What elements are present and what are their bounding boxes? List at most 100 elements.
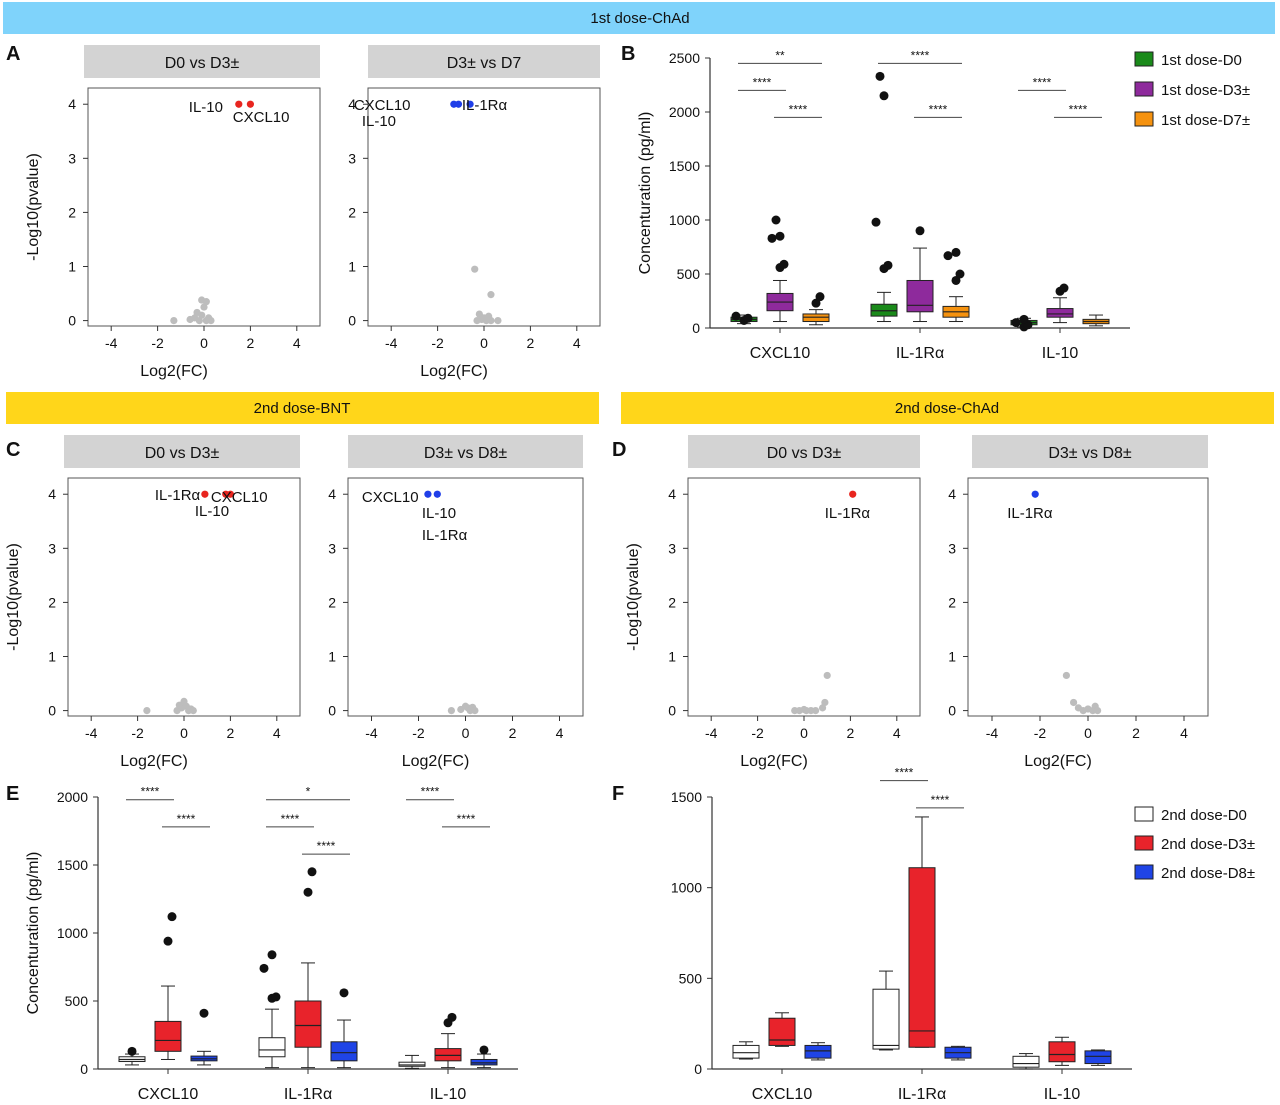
volcano-point-ns bbox=[494, 316, 502, 325]
x-tick-label-c-1: 2 bbox=[509, 725, 517, 741]
box-outlier bbox=[743, 313, 753, 323]
significance-label: **** bbox=[753, 75, 772, 89]
y-tick-label-d-1: 4 bbox=[948, 486, 956, 502]
x-tick-label-a-1: 0 bbox=[480, 335, 488, 351]
box-outlier bbox=[479, 1045, 489, 1055]
plot-frame-a-1 bbox=[367, 87, 601, 327]
facet-strip-label-d-1: D3± vs D8± bbox=[1048, 445, 1132, 462]
box-outlier bbox=[259, 963, 269, 973]
gene-label: IL-1Rα bbox=[422, 527, 468, 544]
y-tick-label-a-0: 3 bbox=[68, 150, 76, 166]
box-outlier bbox=[767, 233, 777, 243]
box-outlier bbox=[1011, 318, 1021, 328]
facet-strip-label-c-1: D3± vs D8± bbox=[424, 445, 508, 462]
box-f bbox=[1084, 1050, 1112, 1065]
box-e bbox=[294, 1000, 322, 1048]
x-axis-label-c-1: Log2(FC) bbox=[402, 753, 470, 770]
box-outlier bbox=[879, 91, 889, 101]
x-tick-label-d-0: -4 bbox=[705, 725, 718, 741]
box-outlier bbox=[307, 867, 317, 877]
box-outlier bbox=[163, 936, 173, 946]
legend-label-b: 1st dose-D7± bbox=[1161, 112, 1250, 129]
panel-letter-a: A bbox=[6, 43, 20, 65]
legend-label-f: 2nd dose-D3± bbox=[1161, 836, 1255, 853]
box-f bbox=[804, 1044, 832, 1059]
panel-letter-c: C bbox=[6, 439, 20, 461]
y-tick-label-a-1: 3 bbox=[348, 150, 356, 166]
gene-label: IL-1Rα bbox=[825, 505, 871, 522]
category-label-f: IL-1Rα bbox=[898, 1086, 946, 1103]
category-label-b: IL-10 bbox=[1042, 345, 1079, 362]
x-tick-label-c-0: 0 bbox=[180, 725, 188, 741]
box-outlier bbox=[1059, 283, 1069, 293]
y-tick-label-d-0: 0 bbox=[668, 703, 676, 719]
volcano-point-ns bbox=[189, 706, 197, 715]
y-tick-label-b: 0 bbox=[692, 320, 700, 336]
y-tick-label-b: 2500 bbox=[669, 50, 700, 66]
gene-label: IL-1Rα bbox=[462, 97, 508, 114]
box-e bbox=[330, 1041, 358, 1062]
volcano-point-ns bbox=[143, 706, 151, 715]
panel-letter-f: F bbox=[612, 783, 624, 805]
category-label-f: IL-10 bbox=[1044, 1086, 1081, 1103]
x-tick-label-a-0: 0 bbox=[200, 335, 208, 351]
significance-label: **** bbox=[789, 102, 808, 116]
volcano-point-ns bbox=[1070, 698, 1078, 707]
x-tick-label-d-0: 4 bbox=[893, 725, 901, 741]
facet-strip-a-0 bbox=[84, 45, 320, 78]
box-e bbox=[154, 1020, 182, 1052]
box-outlier bbox=[731, 311, 741, 321]
volcano-point-ns bbox=[818, 704, 827, 712]
category-label-e: IL-10 bbox=[430, 1086, 467, 1103]
significance-label: **** bbox=[931, 793, 950, 807]
x-axis-label-d-0: Log2(FC) bbox=[740, 753, 808, 770]
volcano-point-significant bbox=[235, 100, 243, 108]
volcano-point-significant bbox=[433, 490, 441, 498]
x-tick-label-c-1: 4 bbox=[556, 725, 564, 741]
significance-label: **** bbox=[895, 766, 914, 780]
y-tick-label-d-1: 1 bbox=[948, 649, 956, 665]
box-b bbox=[1046, 308, 1074, 318]
significance-label: **** bbox=[177, 812, 196, 826]
box-outlier bbox=[127, 1046, 137, 1056]
x-tick-label-c-1: 0 bbox=[462, 725, 470, 741]
significance-label: * bbox=[306, 785, 311, 799]
panel-letter-e: E bbox=[6, 783, 19, 805]
box-outlier bbox=[339, 988, 349, 998]
volcano-point-significant bbox=[466, 100, 474, 108]
y-tick-label-b: 1000 bbox=[669, 212, 700, 228]
x-axis-label-c-0: Log2(FC) bbox=[120, 753, 188, 770]
plot-frame-d-0 bbox=[687, 477, 921, 717]
volcano-point-significant bbox=[424, 490, 432, 498]
y-tick-label-a-1: 2 bbox=[348, 204, 356, 220]
box-f bbox=[872, 988, 900, 1050]
volcano-point-ns bbox=[812, 706, 820, 715]
plot-frame-c-1 bbox=[347, 477, 584, 717]
box-outlier bbox=[303, 887, 313, 897]
legend-swatch-f bbox=[1134, 835, 1154, 851]
y-tick-label-d-1: 3 bbox=[948, 540, 956, 556]
y-tick-label-f: 1000 bbox=[671, 880, 702, 896]
volcano-point-ns bbox=[487, 316, 495, 325]
significance-label: **** bbox=[421, 785, 440, 799]
volcano-point-ns bbox=[207, 316, 215, 325]
box-outlier bbox=[951, 275, 961, 285]
box-outlier bbox=[943, 251, 953, 261]
x-tick-label-a-0: -2 bbox=[151, 335, 164, 351]
y-tick-label-c-0: 4 bbox=[48, 486, 56, 502]
significance-label: **** bbox=[911, 48, 930, 62]
plot-frame-d-1 bbox=[967, 477, 1209, 717]
gene-label: IL-10 bbox=[189, 99, 223, 116]
facet-strip-d-1 bbox=[972, 435, 1208, 468]
legend-swatch-f bbox=[1134, 806, 1154, 822]
category-label-f: CXCL10 bbox=[752, 1086, 813, 1103]
panel-letter-d: D bbox=[612, 439, 626, 461]
volcano-point-ns bbox=[175, 701, 183, 709]
x-tick-label-a-0: 2 bbox=[247, 335, 255, 351]
x-tick-label-a-1: 4 bbox=[573, 335, 581, 351]
volcano-point-ns bbox=[821, 698, 829, 707]
y-tick-label-f: 500 bbox=[679, 970, 703, 986]
y-tick-label-c-0: 2 bbox=[48, 594, 56, 610]
legend-label-b: 1st dose-D3± bbox=[1161, 82, 1250, 99]
box-outlier bbox=[811, 298, 821, 308]
